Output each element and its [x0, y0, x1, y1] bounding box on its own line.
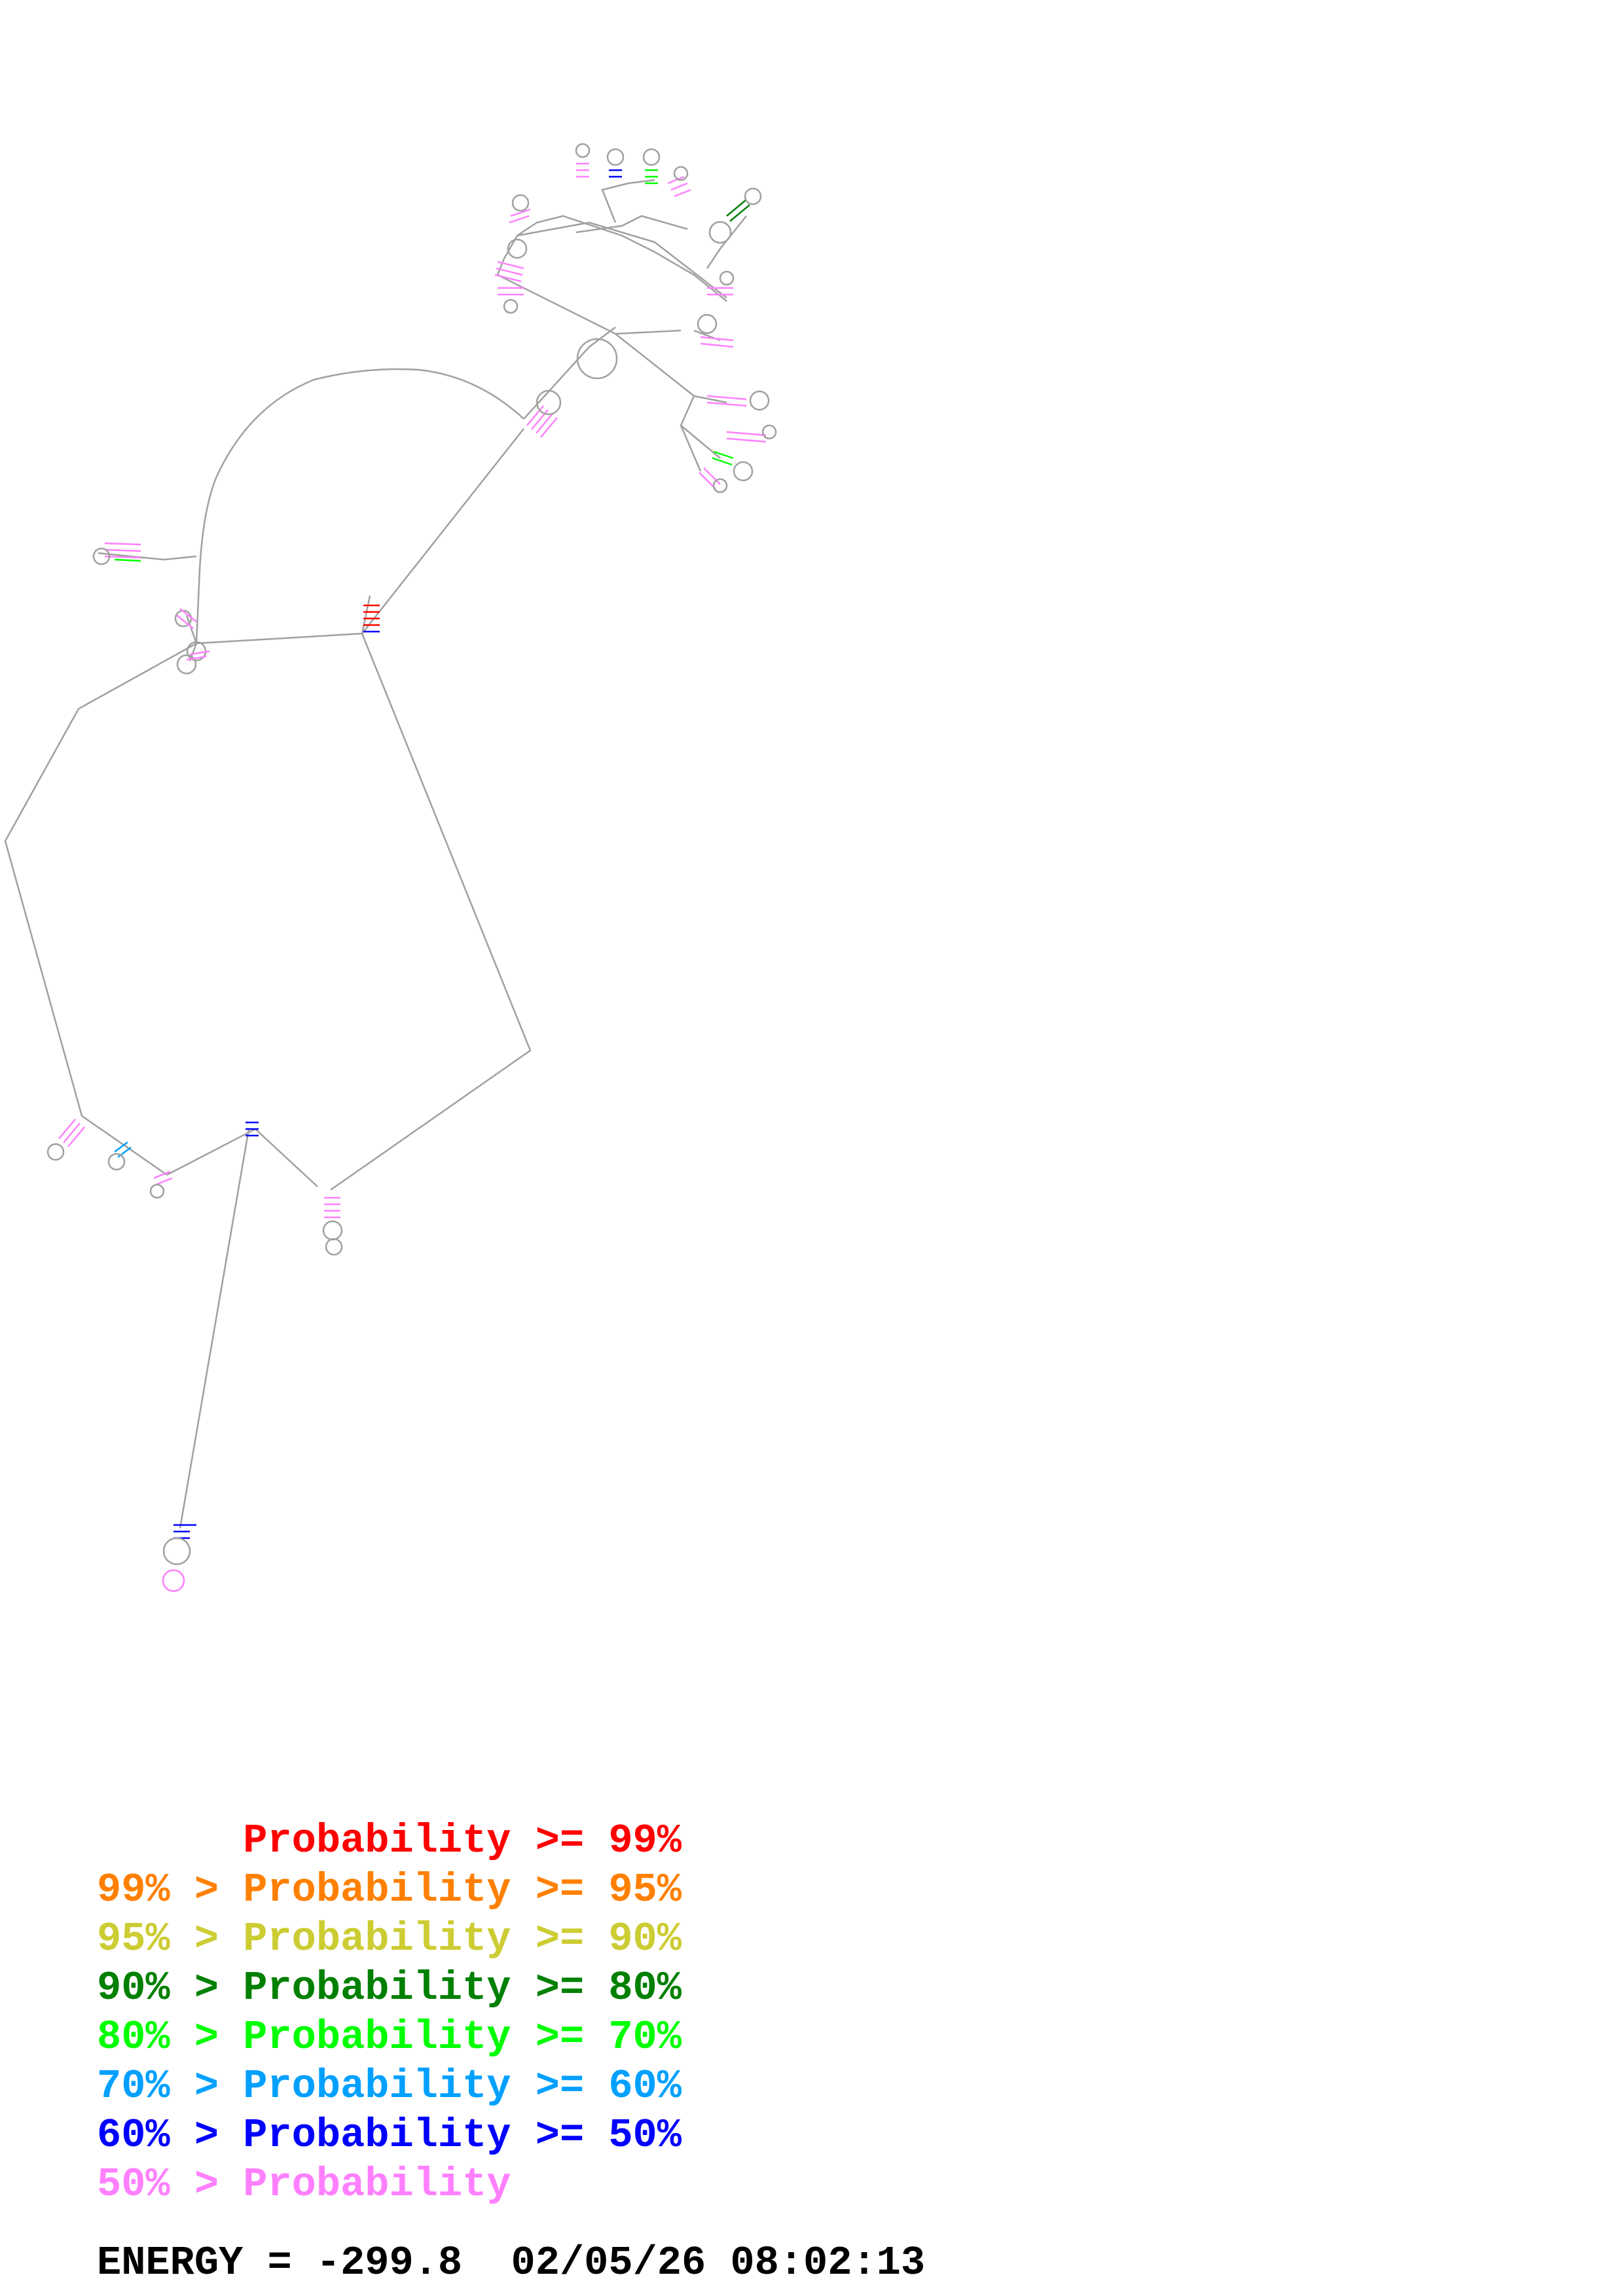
legend-label: Probability [243, 1965, 511, 2011]
legend-threshold: >= 90% [535, 1916, 682, 1962]
legend-threshold: >= 60% [535, 2063, 682, 2109]
rna-structure-diagram [4, 143, 777, 1592]
legend-row: 60% > Probability >= 50% [97, 2111, 1144, 2160]
timestamp: 02/05/26 08:02:13 [511, 2240, 926, 2286]
legend-prefix: 80% > [97, 2014, 219, 2060]
legend-row: 99% > Probability >= 95% [97, 1865, 1144, 1914]
legend-prefix: 95% > [97, 1916, 219, 1962]
legend-prefix: 99% > [97, 1867, 219, 1913]
legend-prefix: 60% > [97, 2112, 219, 2159]
helices [46, 143, 777, 1592]
legend-label: Probability [243, 2014, 511, 2060]
legend-row: Probability >= 99% [97, 1816, 1144, 1865]
legend-label: Probability [243, 1916, 511, 1962]
legend-label: Probability [243, 2063, 511, 2109]
legend-label: Probability [243, 2161, 511, 2208]
legend-prefix: 50% > [97, 2161, 219, 2208]
energy-label: ENERGY = [97, 2240, 292, 2286]
legend-label: Probability [243, 2112, 511, 2159]
backbone [4, 179, 747, 1529]
legend-threshold: >= 50% [535, 2112, 682, 2159]
legend-row: 95% > Probability >= 90% [97, 1914, 1144, 1964]
legend-threshold: >= 70% [535, 2014, 682, 2060]
energy-value: -299.8 [316, 2240, 463, 2286]
legend-threshold: >= 95% [535, 1867, 682, 1913]
probability-legend: Probability >= 99% 99% > Probability >= 95… [97, 1816, 1144, 2209]
loop [576, 338, 618, 380]
energy-readout: ENERGY = -299.8 02/05/26 08:02:13 [97, 2238, 925, 2287]
legend-row: 70% > Probability >= 60% [97, 2062, 1144, 2111]
loop [536, 389, 562, 416]
legend-label: Probability [243, 1818, 511, 1864]
legend-row: 90% > Probability >= 80% [97, 1964, 1144, 2013]
legend-threshold: >= 80% [535, 1965, 682, 2011]
legend-row: 50% > Probability [97, 2160, 1144, 2209]
legend-prefix: 90% > [97, 1965, 219, 2011]
legend-label: Probability [243, 1867, 511, 1913]
legend-prefix: 70% > [97, 2063, 219, 2109]
legend-threshold: >= 99% [535, 1818, 682, 1864]
legend-row: 80% > Probability >= 70% [97, 2013, 1144, 2062]
